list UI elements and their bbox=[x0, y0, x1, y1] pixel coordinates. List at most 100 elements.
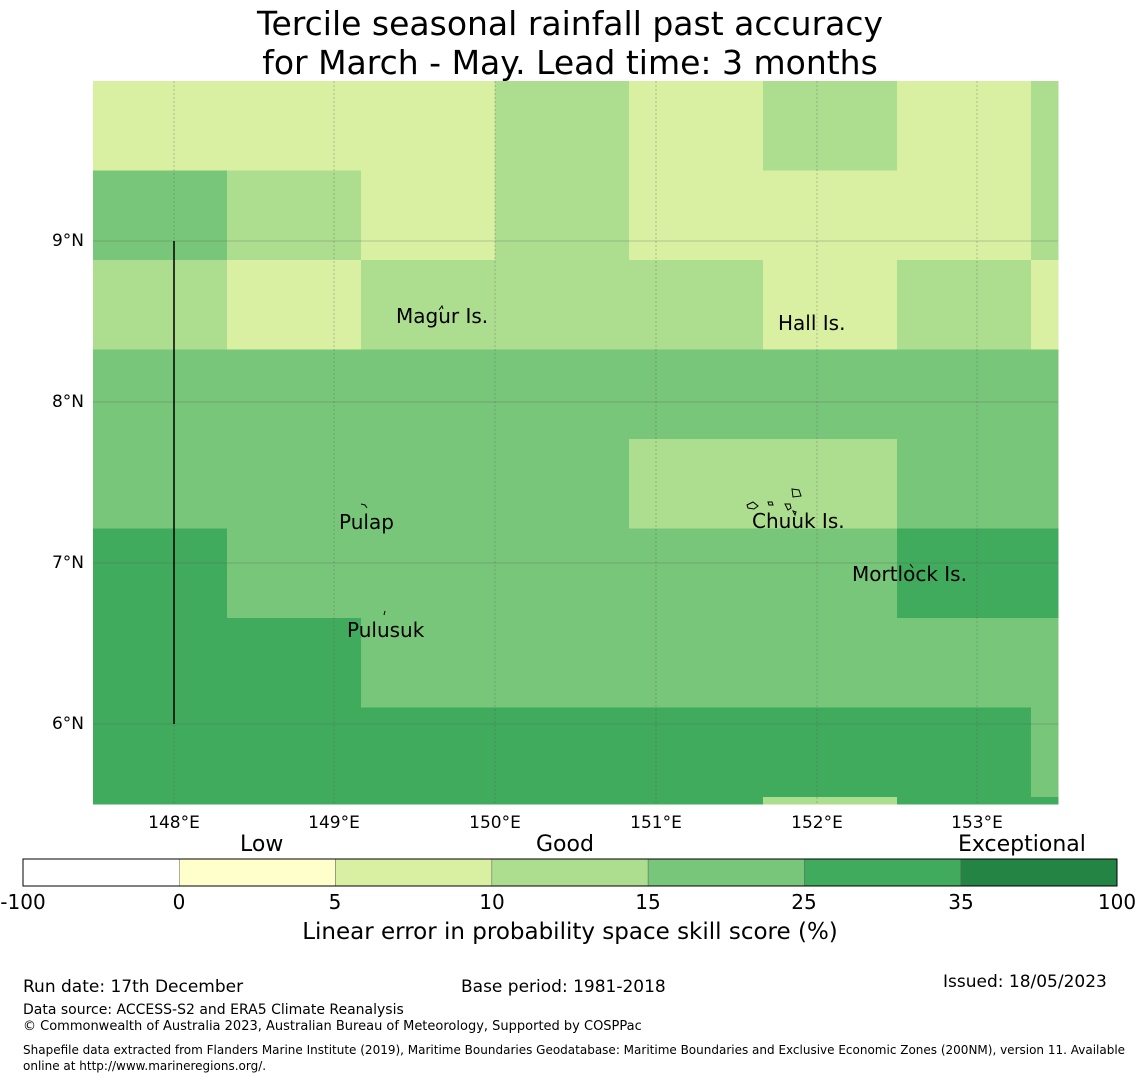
skill-grid-cell bbox=[763, 797, 898, 805]
skill-grid-cell bbox=[361, 618, 496, 708]
skill-grid-cell bbox=[629, 528, 764, 619]
skill-grid-cell bbox=[227, 349, 362, 440]
lat-label-6n: 6°N bbox=[51, 714, 84, 734]
skill-grid-cell bbox=[763, 528, 898, 619]
colorbar-segment bbox=[491, 858, 649, 887]
skill-grid-cell bbox=[629, 81, 764, 171]
skill-grid-cell bbox=[1031, 797, 1059, 805]
skill-grid-cell bbox=[93, 797, 228, 805]
skill-grid-cell bbox=[495, 81, 630, 171]
magur-island-outline bbox=[438, 304, 444, 311]
skill-grid-cell bbox=[93, 349, 228, 440]
run-date: Run date: 17th December bbox=[23, 977, 244, 997]
colorbar-tick: -100 bbox=[0, 890, 46, 914]
skill-grid-cell bbox=[227, 528, 362, 619]
chart-title-line-1: Tercile seasonal rainfall past accuracy bbox=[256, 4, 884, 43]
skill-grid-cell bbox=[763, 439, 898, 529]
skill-grid-cell bbox=[1031, 707, 1059, 798]
skill-grid bbox=[93, 81, 1059, 805]
colorbar-tick: 35 bbox=[948, 890, 974, 914]
skill-grid-cell bbox=[227, 170, 362, 261]
colorbar-segment bbox=[960, 858, 1118, 887]
shapefile-credit: Shapefile data extracted from Flanders M… bbox=[23, 1043, 1126, 1073]
colorbar-segment bbox=[335, 858, 493, 887]
skill-grid-cell bbox=[495, 618, 630, 708]
skill-grid-cell bbox=[93, 81, 228, 171]
lat-label-8n: 8°N bbox=[51, 392, 84, 412]
category-label-exceptional: Exceptional bbox=[958, 832, 1086, 857]
skill-grid-cell bbox=[629, 439, 764, 529]
place-label-mortlock: Mortlock Is. bbox=[852, 562, 967, 586]
skill-grid-cell bbox=[93, 170, 228, 261]
skill-grid-cell bbox=[1031, 528, 1059, 619]
skill-grid-cell bbox=[1031, 349, 1059, 440]
skill-grid-cell bbox=[495, 439, 630, 529]
skill-grid-cell bbox=[227, 439, 362, 529]
skill-grid-cell bbox=[1031, 260, 1059, 350]
issued-date: Issued: 18/05/2023 bbox=[943, 972, 1107, 992]
skill-grid-cell bbox=[763, 170, 898, 261]
skill-grid-cell bbox=[897, 170, 1032, 261]
skill-grid-cell bbox=[629, 260, 764, 350]
skill-grid-cell bbox=[897, 81, 1032, 171]
skill-grid-cell bbox=[495, 349, 630, 440]
lat-label-9n: 9°N bbox=[51, 231, 84, 251]
place-label-pulusuk: Pulusuk bbox=[347, 618, 425, 642]
skill-grid-cell bbox=[361, 528, 496, 619]
skill-grid-cell bbox=[227, 618, 362, 708]
skill-grid-cell bbox=[897, 439, 1032, 529]
lon-label-153e: 153°E bbox=[951, 813, 1003, 833]
skill-grid-cell bbox=[763, 349, 898, 440]
skill-grid-cell bbox=[93, 618, 228, 708]
colorbar-segment bbox=[647, 858, 805, 887]
lon-label-148e: 148°E bbox=[148, 813, 200, 833]
skill-grid-cell bbox=[361, 349, 496, 440]
skill-grid-cell bbox=[361, 707, 496, 798]
skill-grid-cell bbox=[361, 260, 496, 350]
colorbar-segment bbox=[804, 858, 961, 887]
lon-label-150e: 150°E bbox=[469, 813, 521, 833]
skill-grid-cell bbox=[93, 528, 228, 619]
skill-grid-cell bbox=[897, 707, 1032, 798]
lon-label-151e: 151°E bbox=[630, 813, 682, 833]
place-labels: Magur Is. Hall Is. Pulap Chuuk Is. Mortl… bbox=[339, 304, 967, 642]
skill-grid-cell bbox=[495, 170, 630, 261]
colorbar bbox=[22, 858, 1118, 887]
colorbar-tick: 0 bbox=[172, 890, 186, 914]
colorbar-label: Linear error in probability space skill … bbox=[302, 919, 838, 945]
chuuk-lagoon-outline bbox=[746, 488, 802, 517]
gridlines bbox=[93, 81, 1058, 804]
skill-grid-cell bbox=[629, 349, 764, 440]
place-label-magur: Magur Is. bbox=[396, 304, 488, 328]
colorbar-tick: 25 bbox=[791, 890, 817, 914]
skill-grid-cell bbox=[227, 797, 362, 805]
skill-grid-cell bbox=[763, 81, 898, 171]
colorbar-tick: 15 bbox=[635, 890, 661, 914]
skill-grid-cell bbox=[897, 528, 1032, 619]
colorbar-tick: 5 bbox=[328, 890, 342, 914]
skill-grid-cell bbox=[897, 349, 1032, 440]
skill-grid-cell bbox=[763, 618, 898, 708]
skill-grid-cell bbox=[227, 81, 362, 171]
lon-label-149e: 149°E bbox=[308, 813, 360, 833]
skill-grid-cell bbox=[93, 260, 228, 350]
skill-grid-cell bbox=[93, 439, 228, 529]
skill-grid-cell bbox=[763, 260, 898, 350]
skill-grid-cell bbox=[629, 797, 764, 805]
colorbar-segment bbox=[22, 858, 180, 887]
copyright: © Commonwealth of Australia 2023, Austra… bbox=[23, 1019, 642, 1034]
skill-grid-cell bbox=[629, 707, 764, 798]
lat-label-7n: 7°N bbox=[51, 553, 84, 573]
skill-grid-cell bbox=[897, 260, 1032, 350]
skill-grid-cell bbox=[227, 260, 362, 350]
skill-grid-cell bbox=[495, 797, 630, 805]
skill-grid-cell bbox=[1031, 81, 1059, 171]
skill-grid-cell bbox=[495, 260, 630, 350]
skill-grid-cell bbox=[361, 439, 496, 529]
place-label-chuuk: Chuuk Is. bbox=[752, 509, 845, 533]
category-label-low: Low bbox=[240, 832, 284, 857]
skill-grid-cell bbox=[763, 707, 898, 798]
skill-grid-cell bbox=[361, 797, 496, 805]
skill-grid-cell bbox=[227, 707, 362, 798]
